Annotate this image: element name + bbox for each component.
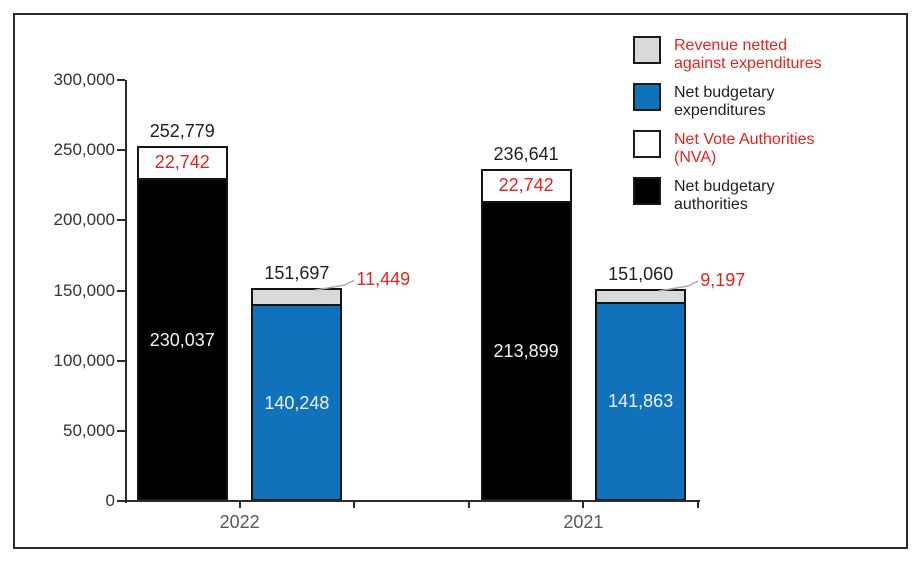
- y-axis-tick-label: 300,000: [53, 70, 115, 89]
- y-axis: [125, 80, 127, 503]
- legend-item-revenue_netted: Revenue netted against expenditures: [633, 36, 833, 73]
- bar-segment-value-label: 213,899: [493, 340, 559, 361]
- y-axis-tick: [117, 500, 125, 502]
- y-axis-tick: [117, 289, 125, 292]
- legend-swatch-net_authorities: [633, 177, 661, 205]
- legend-item-net_expenditures: Net budgetary expenditures: [633, 83, 833, 120]
- x-axis-tick: [238, 501, 241, 508]
- legend-swatch-revenue_netted: [633, 36, 661, 64]
- chart-legend: Revenue netted against expenditures Net b…: [633, 36, 833, 214]
- legend-item-net_authorities: Net budgetary authorities: [633, 177, 833, 214]
- bar-total-label: 151,697: [264, 263, 330, 284]
- y-axis-tick: [117, 429, 125, 432]
- x-axis-tick: [353, 501, 356, 508]
- bar-segment-value-label: 22,742: [498, 174, 554, 195]
- bar-segment-value-label: 141,863: [608, 391, 674, 412]
- bar-segment-net_expenditures: [595, 301, 687, 501]
- y-axis-tick-label: 250,000: [53, 140, 115, 160]
- bar-segment-nva: [136, 146, 228, 179]
- bar-segment-nva: [480, 168, 572, 201]
- x-axis-tick: [582, 501, 585, 508]
- legend-label-revenue_netted: Revenue netted against expenditures: [674, 37, 822, 72]
- y-axis-tick-label: 50,000: [63, 420, 115, 440]
- y-axis-tick-label: 150,000: [53, 280, 115, 300]
- x-axis: [125, 500, 700, 502]
- bar-segment-net_authorities: [136, 178, 228, 501]
- x-axis-category-label: 2022: [219, 512, 260, 532]
- y-axis-tick: [117, 219, 125, 222]
- legend-label-net_authorities: Net budgetary authorities: [674, 178, 775, 213]
- legend-label-net_expenditures: Net budgetary expenditures: [674, 84, 775, 119]
- bar-segment-value-label: 230,037: [149, 329, 215, 350]
- y-axis-tick: [117, 149, 125, 152]
- bar-segment-value-label: 22,742: [154, 152, 210, 173]
- bar-segment-value-label: 140,248: [264, 392, 330, 413]
- y-axis-tick: [117, 79, 125, 81]
- x-axis-category-label: 2021: [563, 512, 604, 532]
- bar-total-label: 151,060: [608, 264, 674, 284]
- x-axis-tick: [697, 501, 699, 508]
- bar-segment-revenue_netted: [595, 289, 687, 302]
- y-axis-tick-label: 200,000: [53, 210, 115, 230]
- bar-total-label: 252,779: [149, 121, 215, 142]
- legend-swatch-net_expenditures: [633, 83, 661, 111]
- x-axis-tick: [467, 501, 470, 508]
- y-axis-tick: [117, 359, 125, 362]
- legend-label-nva: Net Vote Authorities (NVA): [674, 131, 815, 166]
- bar-segment-net_expenditures: [251, 304, 343, 501]
- bar-total-label: 236,641: [493, 143, 559, 164]
- callout-value-label: 11,449: [356, 269, 411, 290]
- y-axis-tick-label: 0: [105, 491, 115, 510]
- legend-item-nva: Net Vote Authorities (NVA): [633, 130, 833, 167]
- bar-segment-net_authorities: [480, 200, 572, 501]
- y-axis-tick-label: 100,000: [53, 350, 115, 370]
- callout-value-label: 9,197: [700, 270, 746, 290]
- legend-swatch-nva: [633, 130, 661, 158]
- bar-segment-revenue_netted: [251, 288, 343, 305]
